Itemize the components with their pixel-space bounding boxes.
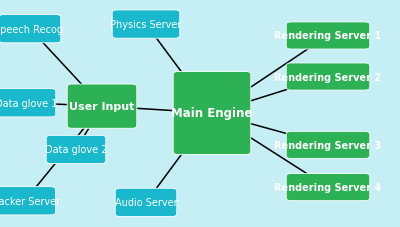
Text: Data glove 2: Data glove 2 xyxy=(45,145,107,155)
FancyBboxPatch shape xyxy=(0,187,56,215)
Text: Rendering Server 1: Rendering Server 1 xyxy=(274,31,382,41)
Text: Speech Recog.: Speech Recog. xyxy=(0,25,66,35)
FancyBboxPatch shape xyxy=(112,11,180,39)
Text: Data glove 1: Data glove 1 xyxy=(0,98,57,108)
Text: Physics Server: Physics Server xyxy=(110,20,182,30)
FancyBboxPatch shape xyxy=(67,85,137,129)
Text: Audio Server: Audio Server xyxy=(115,197,177,207)
Text: Rendering Server 4: Rendering Server 4 xyxy=(274,182,382,192)
FancyBboxPatch shape xyxy=(286,23,370,50)
Text: Rendering Server 3: Rendering Server 3 xyxy=(274,140,382,150)
FancyBboxPatch shape xyxy=(0,89,56,117)
Text: User Input: User Input xyxy=(69,102,135,112)
FancyBboxPatch shape xyxy=(173,72,251,155)
FancyBboxPatch shape xyxy=(286,64,370,91)
FancyBboxPatch shape xyxy=(46,136,106,164)
Text: Main Engine: Main Engine xyxy=(171,107,253,120)
FancyBboxPatch shape xyxy=(0,15,61,44)
Text: Tracker Server: Tracker Server xyxy=(0,196,60,206)
FancyBboxPatch shape xyxy=(286,132,370,159)
FancyBboxPatch shape xyxy=(286,174,370,201)
FancyBboxPatch shape xyxy=(115,188,177,217)
Text: Rendering Server 2: Rendering Server 2 xyxy=(274,72,382,82)
